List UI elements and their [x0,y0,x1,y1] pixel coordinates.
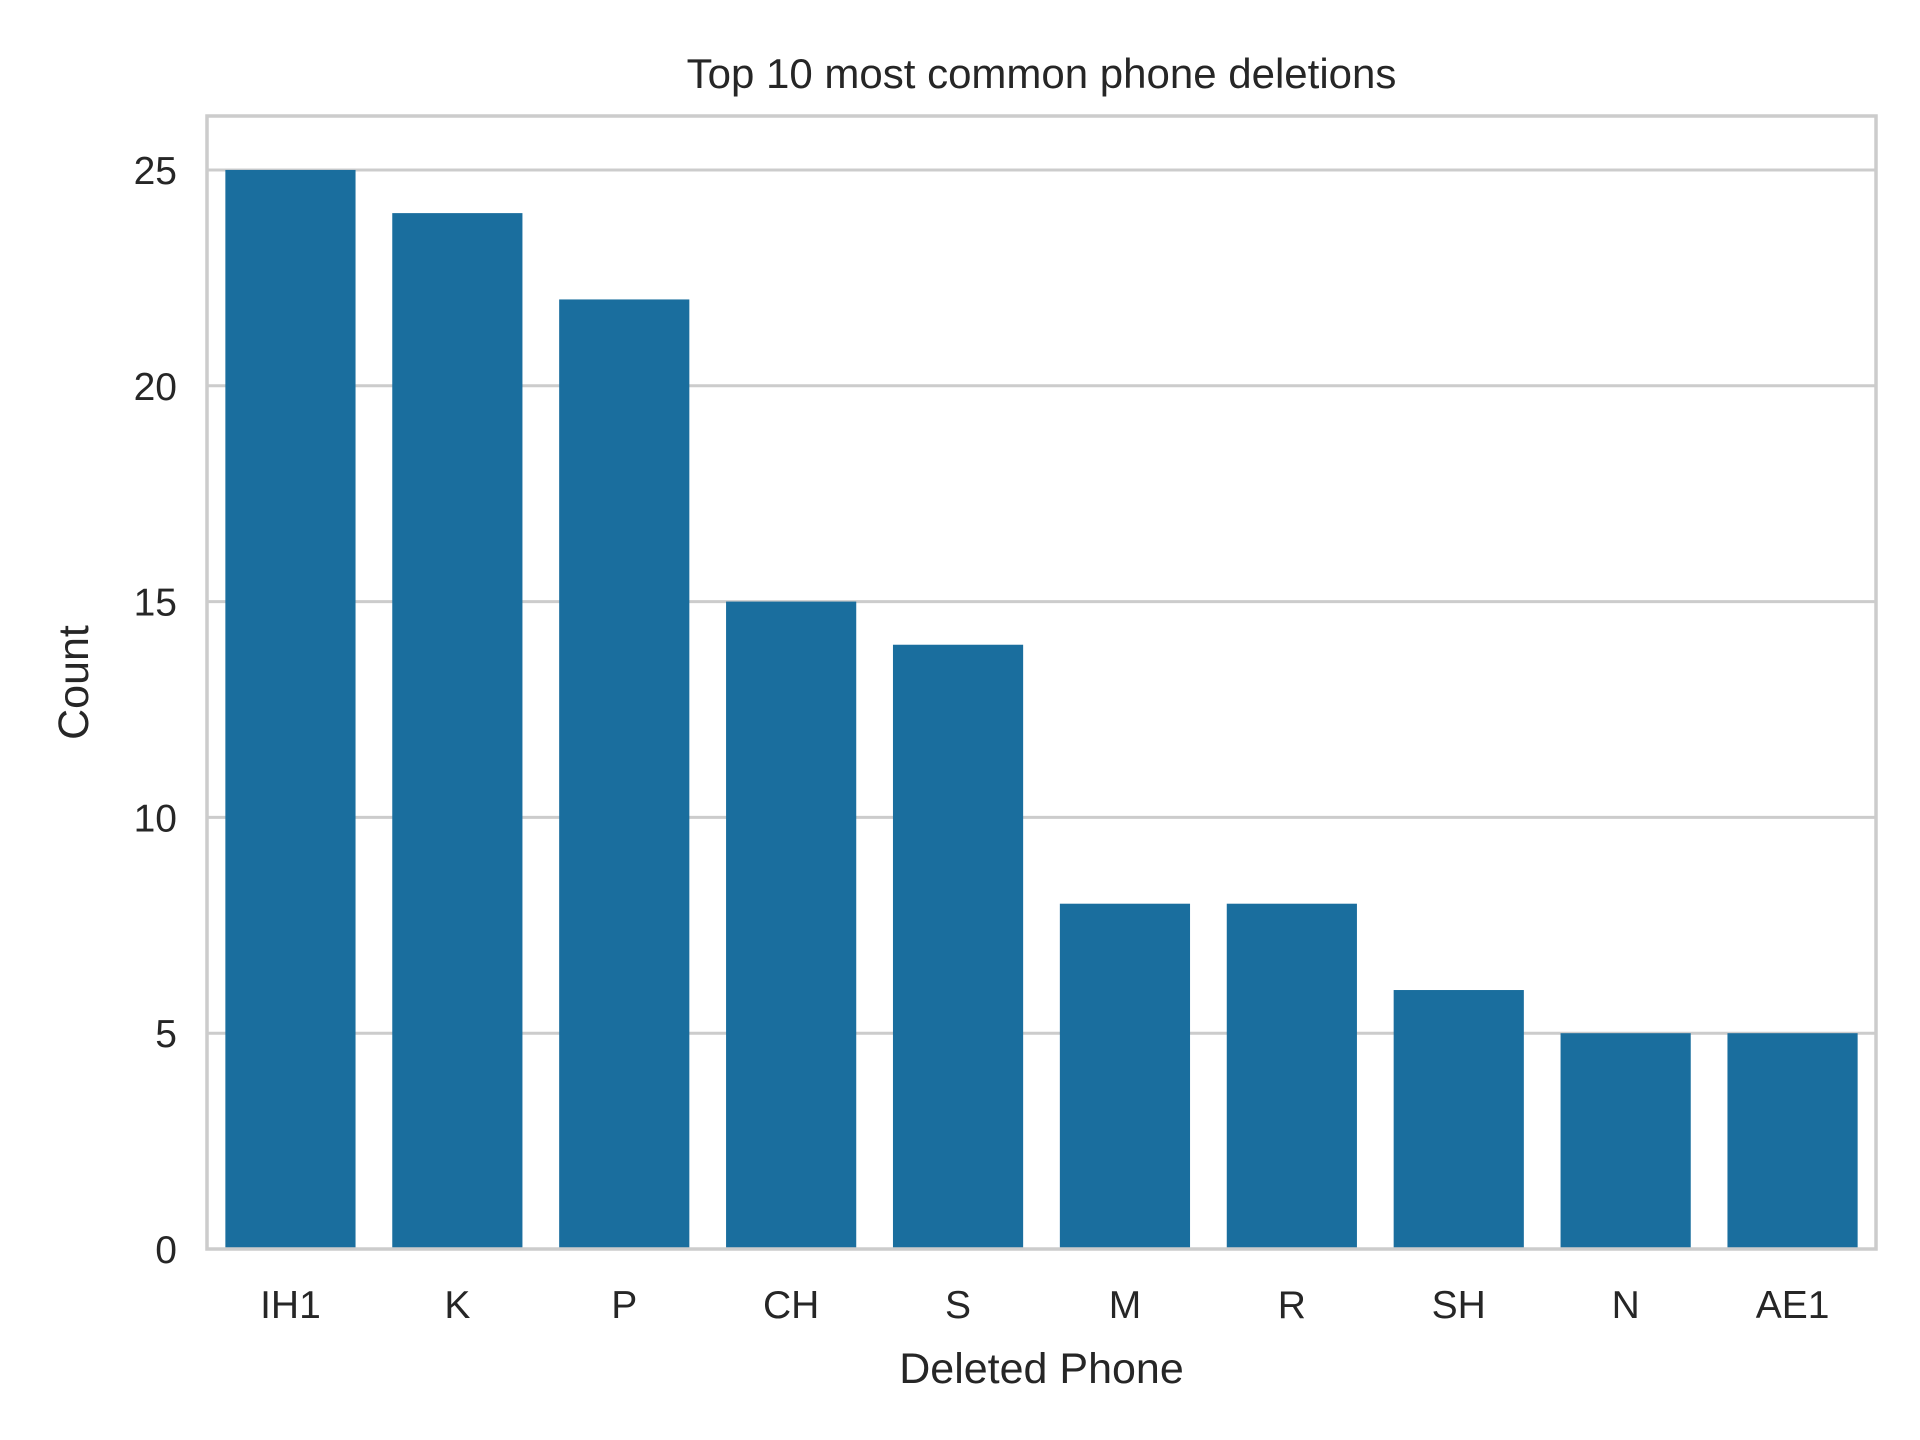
x-tick-label: P [611,1284,637,1327]
y-tick-label: 10 [134,797,177,840]
x-tick-label: R [1278,1284,1306,1327]
bar-m [1059,903,1191,1249]
x-tick-label: CH [763,1284,819,1327]
bar-ae1 [1727,1033,1858,1249]
x-axis-label: Deleted Phone [899,1345,1184,1393]
bar-ih1 [225,169,356,1249]
bar-sh [1393,990,1524,1249]
x-tick-label: M [1109,1284,1142,1327]
x-tick-label: AE1 [1756,1284,1830,1327]
bar-r [1226,903,1357,1249]
y-axis-ticks: 0 5 10 15 20 25 [134,150,177,1272]
y-tick-label: 5 [155,1013,177,1056]
x-tick-label: IH1 [260,1284,321,1327]
y-tick-label: 15 [134,582,177,625]
x-tick-label: S [945,1284,971,1327]
bar-ch [726,601,857,1249]
y-axis-label: Count [50,625,98,740]
y-tick-label: 0 [155,1229,177,1272]
x-tick-label: K [444,1284,470,1327]
bar-s [892,644,1024,1249]
y-tick-label: 20 [134,366,177,409]
bar-k [392,213,523,1250]
x-tick-label: N [1612,1284,1640,1327]
bars [225,169,1858,1250]
bar-p [559,299,690,1249]
bar-n [1560,1033,1691,1249]
plot-frame [205,114,1878,1251]
x-tick-label: SH [1432,1284,1486,1327]
chart-title: Top 10 most common phone deletions [687,50,1397,97]
y-tick-label: 25 [134,150,177,193]
x-axis-ticks: IH1 K P CH S M R SH N AE1 [260,1284,1829,1327]
